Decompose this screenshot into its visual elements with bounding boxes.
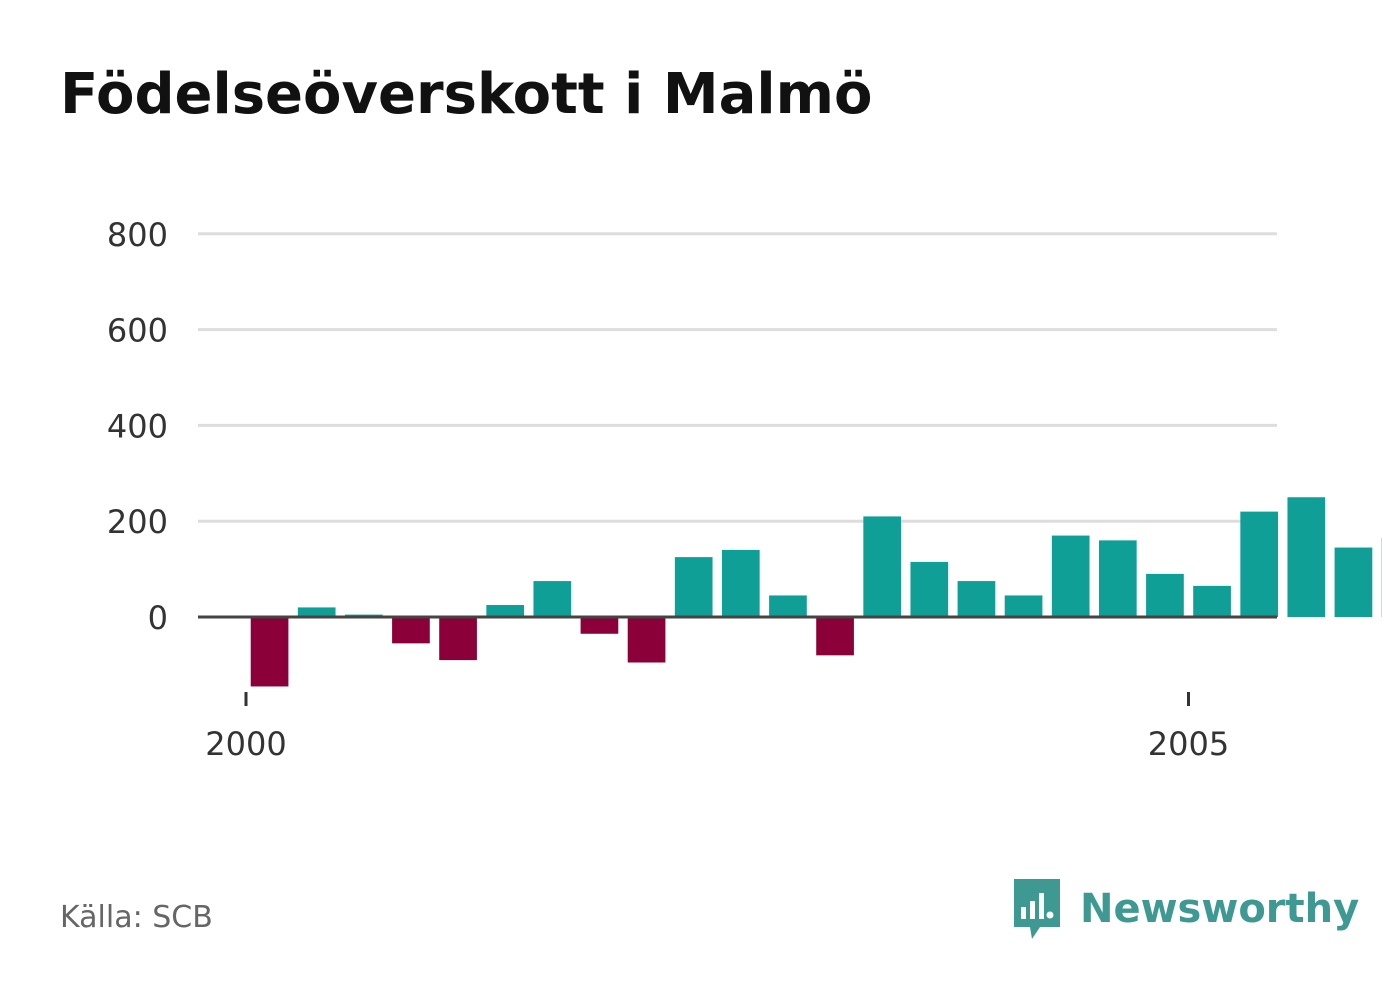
- bar: [533, 581, 572, 617]
- bar: [1287, 497, 1326, 617]
- chart-title: Födelseöverskott i Malmö: [60, 62, 873, 127]
- bar: [297, 607, 336, 617]
- y-tick-label: 600: [107, 312, 168, 350]
- brand-name: Newsworthy: [1080, 886, 1360, 932]
- y-tick-label: 400: [107, 407, 168, 445]
- bar: [1051, 535, 1090, 617]
- newsworthy-logo-icon: [1014, 879, 1060, 939]
- bar: [580, 617, 619, 634]
- source-label: Källa: SCB: [60, 900, 213, 935]
- bar: [439, 617, 477, 661]
- x-tick-label: 2005: [1148, 725, 1229, 763]
- bar: [1240, 511, 1279, 617]
- y-tick-label: 800: [107, 216, 168, 254]
- y-tick-label: 0: [148, 599, 168, 637]
- bar: [910, 561, 949, 617]
- bar: [957, 581, 996, 617]
- bar: [1004, 595, 1043, 617]
- bar: [1193, 585, 1231, 617]
- x-tick-label: 2000: [205, 725, 286, 763]
- y-axis-ticks: 0 200 400 600 800: [107, 216, 168, 637]
- bar: [863, 516, 902, 617]
- grid-lines: [198, 232, 1277, 523]
- bar: [1334, 547, 1373, 617]
- bar: [627, 617, 666, 663]
- bar: [1146, 573, 1184, 617]
- bar: [392, 617, 430, 644]
- brand-logo: Newsworthy: [1010, 876, 1359, 942]
- bar: [721, 549, 760, 617]
- x-axis-ticks: 200020052010201520202025: [205, 692, 1229, 763]
- bar: [1098, 540, 1137, 617]
- bar: [674, 557, 713, 617]
- y-tick-label: 200: [107, 503, 168, 541]
- bar: [769, 595, 807, 617]
- bar: [816, 617, 854, 656]
- bar: [250, 617, 289, 687]
- bar: [486, 605, 525, 617]
- bars: [250, 497, 1382, 687]
